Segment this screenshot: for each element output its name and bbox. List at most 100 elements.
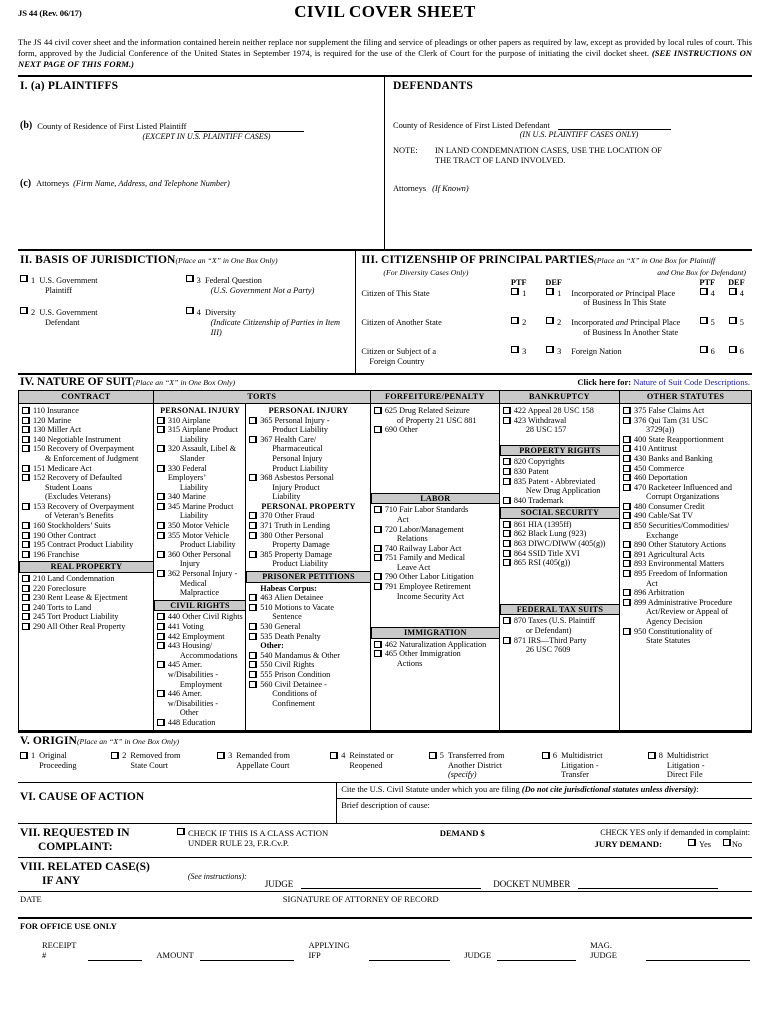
checkbox-icon[interactable] — [156, 522, 165, 530]
checkbox-icon[interactable] — [249, 623, 258, 630]
nos-item[interactable]: 864 SSID Title XVI — [502, 549, 617, 559]
nos-item[interactable]: 110 Insurance — [22, 406, 151, 416]
jury-demand-no[interactable]: No — [722, 838, 742, 850]
judge-input[interactable] — [301, 878, 482, 890]
nos-item[interactable]: 863 DIWC/DIWW (405(g)) — [502, 539, 617, 549]
origin-option-1[interactable]: 1 Original Proceeding — [20, 751, 111, 780]
checkbox-icon[interactable] — [502, 496, 511, 504]
county-defendant-input[interactable] — [557, 120, 671, 131]
checkbox-icon[interactable] — [156, 690, 165, 698]
checkbox-icon[interactable] — [185, 274, 194, 282]
nos-item[interactable]: 362 Personal Injury - Medical Malpractice — [156, 569, 243, 598]
checkbox-icon[interactable] — [22, 575, 30, 583]
checkbox-icon[interactable] — [623, 550, 632, 558]
brief-description-row[interactable]: Brief description of cause: — [337, 799, 752, 823]
nos-item[interactable]: 899 Administrative Procedure Act/Review o… — [623, 598, 749, 627]
checkbox-icon[interactable] — [502, 636, 511, 644]
checkbox-icon[interactable] — [156, 718, 165, 726]
checkbox-icon[interactable] — [156, 493, 165, 501]
nos-item[interactable]: 195 Contract Product Liability — [22, 540, 151, 550]
nos-item[interactable]: 440 Other Civil Rights — [156, 612, 243, 622]
jurisdiction-option-1[interactable]: 1 U.S. Government Plaintiff — [20, 274, 186, 295]
checkbox-icon[interactable] — [22, 613, 30, 621]
checkbox-icon[interactable] — [111, 751, 120, 759]
checkbox-icon[interactable] — [373, 573, 382, 581]
nos-item[interactable]: 895 Freedom of Information Act — [623, 569, 749, 588]
checkbox-icon[interactable] — [22, 541, 30, 549]
nos-item[interactable]: 820 Copyrights — [502, 457, 617, 467]
nos-item[interactable]: 220 Foreclosure — [22, 584, 151, 594]
nos-item[interactable]: 340 Marine — [156, 492, 243, 502]
checkbox-icon[interactable] — [502, 617, 511, 625]
nos-item[interactable]: 540 Mandamus & Other — [249, 651, 368, 661]
checkbox-icon[interactable] — [156, 632, 165, 640]
nos-item[interactable]: 196 Franchise — [22, 550, 151, 560]
nos-item[interactable]: 345 Marine Product Liability — [156, 502, 243, 521]
citizen-ptf-right[interactable]: 4 — [692, 287, 723, 318]
checkbox-icon[interactable] — [22, 623, 30, 630]
checkbox-icon[interactable] — [156, 416, 165, 424]
checkbox-icon[interactable] — [156, 570, 165, 578]
checkbox-icon[interactable] — [546, 287, 555, 295]
checkbox-icon[interactable] — [546, 317, 555, 325]
checkbox-icon[interactable] — [249, 680, 258, 688]
checkbox-icon[interactable] — [22, 445, 30, 453]
origin-option-8[interactable]: 8 Multidistrict Litigation - Direct File — [647, 751, 750, 780]
nos-item[interactable]: 896 Arbitration — [623, 588, 749, 598]
citizen-def-left[interactable]: 1 — [536, 287, 571, 318]
attorneys-plaintiff-input[interactable] — [20, 189, 378, 241]
checkbox-icon[interactable] — [20, 751, 28, 759]
checkbox-icon[interactable] — [373, 554, 382, 562]
nos-item[interactable]: 450 Commerce — [623, 464, 749, 474]
nos-item[interactable]: 465 Other Immigration Actions — [373, 649, 497, 668]
nos-item[interactable]: 230 Rent Lease & Ejectment — [22, 593, 151, 603]
nos-item[interactable]: 315 Airplane Product Liability — [156, 425, 243, 444]
nos-item[interactable]: 710 Fair Labor Standards Act — [373, 505, 497, 524]
checkbox-icon[interactable] — [623, 416, 632, 424]
nos-item[interactable]: 865 RSI (405(g)) — [502, 558, 617, 568]
nos-item[interactable]: 890 Other Statutory Actions — [623, 540, 749, 550]
checkbox-icon[interactable] — [156, 642, 165, 650]
nos-item[interactable]: 850 Securities/Commodities/Exchange — [623, 521, 749, 540]
nos-item[interactable]: 443 Housing/Accommodations — [156, 641, 243, 660]
checkbox-icon[interactable] — [22, 406, 30, 414]
checkbox-icon[interactable] — [502, 520, 511, 528]
nos-item[interactable]: 840 Trademark — [502, 496, 617, 506]
nos-item[interactable]: 365 Personal Injury - Product Liability — [249, 416, 368, 435]
checkbox-icon[interactable] — [502, 458, 511, 466]
checkbox-icon[interactable] — [156, 502, 165, 510]
receipt-input[interactable] — [88, 950, 143, 962]
nos-item[interactable]: 367 Health Care/Pharmaceutical Personal I… — [249, 435, 368, 473]
jurisdiction-option-2[interactable]: 2 U.S. Government Defendant — [20, 307, 186, 327]
citizen-ptf-left[interactable]: 1 — [501, 287, 536, 318]
checkbox-icon[interactable] — [502, 530, 511, 538]
nos-item[interactable]: 550 Civil Rights — [249, 660, 368, 670]
nos-item[interactable]: 862 Black Lung (923) — [502, 529, 617, 539]
checkbox-icon[interactable] — [623, 522, 632, 530]
nos-item[interactable]: 120 Marine — [22, 416, 151, 426]
nos-item[interactable]: 151 Medicare Act — [22, 464, 151, 474]
checkbox-icon[interactable] — [156, 623, 165, 630]
checkbox-icon[interactable] — [623, 464, 632, 472]
nos-item[interactable]: 870 Taxes (U.S. Plaintiff or Defendant) — [502, 616, 617, 635]
checkbox-icon[interactable] — [511, 287, 520, 295]
checkbox-icon[interactable] — [249, 435, 258, 443]
citizen-ptf-left[interactable]: 3 — [501, 346, 536, 368]
nos-item[interactable]: 245 Tort Product Liability — [22, 612, 151, 622]
nos-item[interactable]: 140 Negotiable Instrument — [22, 435, 151, 445]
nos-item[interactable]: 380 Other Personal Property Damage — [249, 531, 368, 550]
nos-item[interactable]: 210 Land Condemnation — [22, 574, 151, 584]
nos-item[interactable]: 385 Property Damage Product Liability — [249, 550, 368, 569]
amount-input[interactable] — [199, 950, 295, 962]
checkbox-icon[interactable] — [373, 426, 382, 434]
checkbox-icon[interactable] — [373, 406, 382, 414]
nos-item[interactable]: 310 Airplane — [156, 416, 243, 426]
checkbox-icon[interactable] — [502, 477, 511, 485]
checkbox-icon[interactable] — [623, 589, 632, 597]
checkbox-icon[interactable] — [156, 531, 165, 539]
checkbox-icon[interactable] — [249, 474, 258, 482]
checkbox-icon[interactable] — [22, 584, 30, 592]
checkbox-icon[interactable] — [502, 559, 511, 567]
checkbox-icon[interactable] — [22, 464, 30, 472]
nos-item[interactable]: 442 Employment — [156, 632, 243, 642]
